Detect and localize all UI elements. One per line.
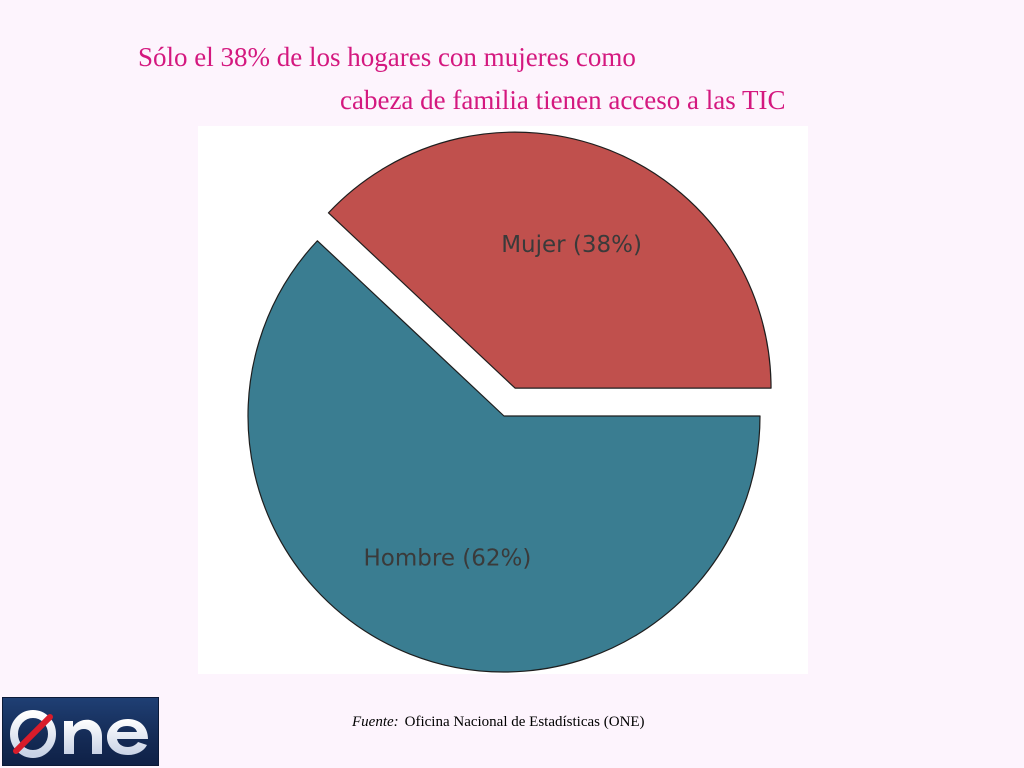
one-logo [2,697,159,766]
source-text: Oficina Nacional de Estadísticas (ONE) [404,714,645,730]
pie-chart: Mujer (38%) Hombre (62%) [247,131,772,673]
pie-chart-panel: Mujer (38%) Hombre (62%) [198,126,808,674]
chart-title-line-1: Sólo el 38% de los hogares con mujeres c… [138,42,636,72]
slice-label-mujer: Mujer (38%) [501,232,642,258]
chart-title-line-2: cabeza de familia tienen acceso a las TI… [340,85,786,115]
pie-slice-hombre [247,240,761,673]
one-logo-mark [9,709,148,758]
source-label: Fuente: [352,714,399,730]
slice-label-hombre: Hombre (62%) [364,545,532,571]
pie-slice-mujer [327,131,772,389]
source-note: Fuente: Oficina Nacional de Estadísticas … [352,714,645,731]
